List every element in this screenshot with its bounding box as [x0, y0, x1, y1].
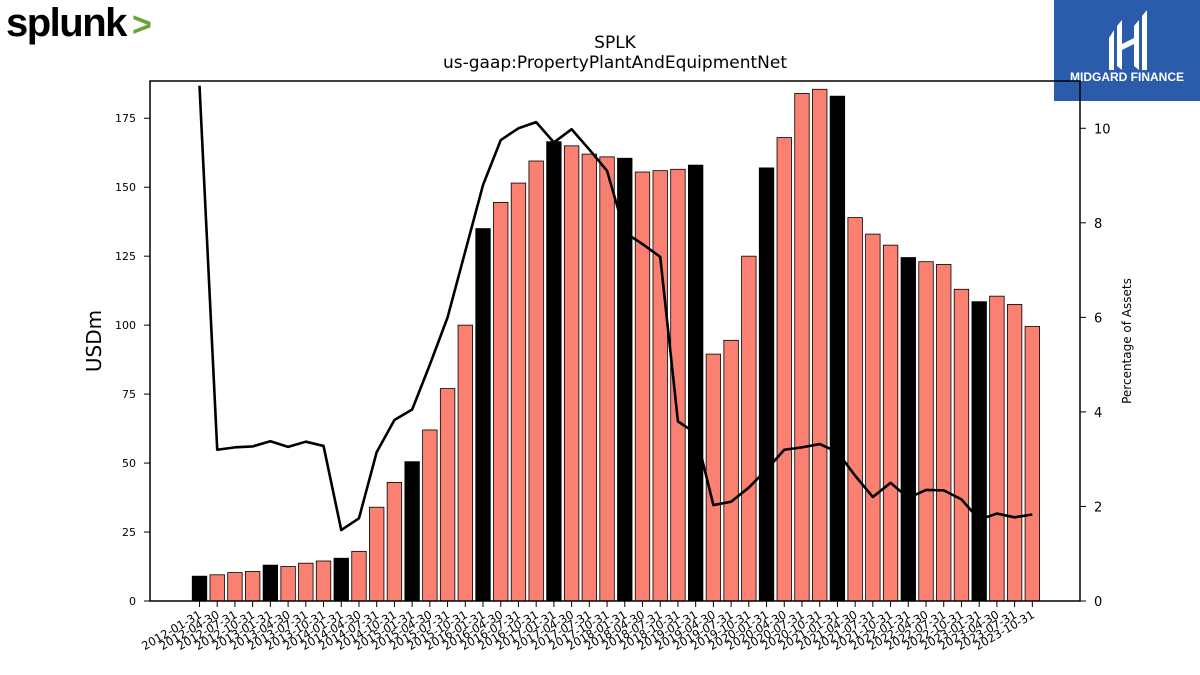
y-tick-label: 75	[122, 388, 136, 401]
bar-2020-07-31	[794, 93, 810, 602]
bar-2015-10-31	[457, 324, 473, 602]
bar-2018-07-31	[652, 170, 668, 602]
bar-2016-10-31	[528, 160, 544, 602]
chart-subtitle: us-gaap:PropertyPlantAndEquipmentNet	[443, 53, 787, 73]
bar-2018-01-31	[617, 157, 633, 602]
y-tick-label: 50	[122, 457, 136, 470]
plot-frame	[149, 80, 1081, 602]
bar-2021-01-31	[829, 95, 846, 602]
percentage-line	[198, 85, 1033, 532]
y-tick-label: 0	[129, 595, 136, 608]
bar-2019-07-31	[723, 339, 739, 602]
y-tick-label: 150	[115, 181, 136, 194]
bar-2014-10-31	[386, 481, 403, 602]
bar-2022-01-31	[900, 257, 916, 602]
left-axis: 0 25 50 75 100 125 150 175	[115, 112, 150, 608]
bar-2022-10-31	[953, 288, 970, 602]
splunk-logo: splunk >	[6, 2, 152, 45]
bar-2023-07-31	[1006, 304, 1023, 602]
bar-2012-04-30	[209, 574, 225, 602]
y-tick-label: 25	[122, 526, 136, 539]
bar-2020-01-31	[758, 167, 775, 602]
y2-tick-label: 2	[1094, 500, 1102, 515]
bar-2022-04-30	[918, 261, 934, 602]
bar-2023-10-31	[1024, 326, 1040, 602]
bar-2019-10-31	[741, 255, 757, 602]
bar-2017-10-31	[599, 156, 615, 602]
bar-2021-04-30	[847, 217, 863, 602]
bar-2016-04-30	[493, 201, 509, 602]
y-tick-label: 100	[115, 319, 136, 332]
y2-tick-label: 4	[1094, 406, 1102, 421]
y2-tick-label: 6	[1094, 311, 1102, 326]
bar-2016-01-31	[475, 228, 491, 602]
midgard-finance-logo-text: MIDGARD FINANCE	[1070, 70, 1184, 84]
bar-2021-10-31	[882, 244, 899, 602]
line-series	[198, 85, 1033, 532]
logo-background	[1054, 0, 1200, 101]
bar-2015-04-30	[422, 429, 438, 602]
x-axis: 2012-01-312012-04-302012-07-312012-10-31…	[139, 601, 1037, 653]
bars	[191, 88, 1040, 602]
bar-2016-07-31	[510, 182, 527, 602]
bar-2023-01-31	[971, 301, 987, 602]
bar-2013-07-31	[298, 562, 314, 602]
y-tick-label: 125	[115, 250, 136, 263]
bar-2012-10-31	[245, 571, 261, 602]
bar-2013-01-31	[262, 564, 279, 602]
bar-2019-04-30	[705, 353, 722, 602]
bar-2014-07-31	[369, 506, 385, 602]
splunk-logo-text: splunk	[6, 2, 128, 45]
midgard-emblem-icon	[1109, 10, 1147, 70]
bar-2013-04-30	[280, 566, 296, 602]
y-tick-label: 175	[115, 112, 136, 125]
bar-2012-07-31	[227, 572, 243, 602]
bar-2015-01-31	[404, 461, 420, 602]
bar-2014-01-31	[333, 557, 349, 602]
bar-2017-07-31	[581, 153, 597, 602]
right-axis: 0 2 4 6 8 10	[1080, 122, 1111, 610]
bar-2021-07-31	[865, 233, 881, 602]
y2-tick-label: 8	[1094, 217, 1102, 232]
y2-axis-label: Percentage of Assets	[1120, 278, 1134, 404]
chart-title: SPLK	[594, 33, 637, 53]
y-axis-label: USDm	[82, 310, 106, 372]
bar-2012-01-31	[191, 575, 208, 602]
midgard-finance-logo: MIDGARD FINANCE	[1054, 0, 1200, 101]
bar-2020-10-31	[812, 88, 828, 602]
y2-tick-label: 10	[1094, 122, 1111, 137]
bar-2017-01-31	[546, 141, 562, 602]
bar-2022-07-31	[936, 264, 952, 602]
bar-2015-07-31	[439, 388, 456, 602]
bar-2013-10-31	[315, 560, 332, 602]
bar-2017-04-30	[563, 145, 580, 602]
y2-tick-label: 0	[1094, 595, 1102, 610]
bar-2023-04-30	[989, 295, 1005, 602]
splunk-logo-chevron: >	[132, 6, 152, 44]
bar-2019-01-31	[688, 164, 704, 602]
bar-2018-04-30	[634, 171, 651, 602]
bar-2014-04-30	[351, 550, 367, 602]
bar-2020-04-30	[776, 137, 792, 602]
